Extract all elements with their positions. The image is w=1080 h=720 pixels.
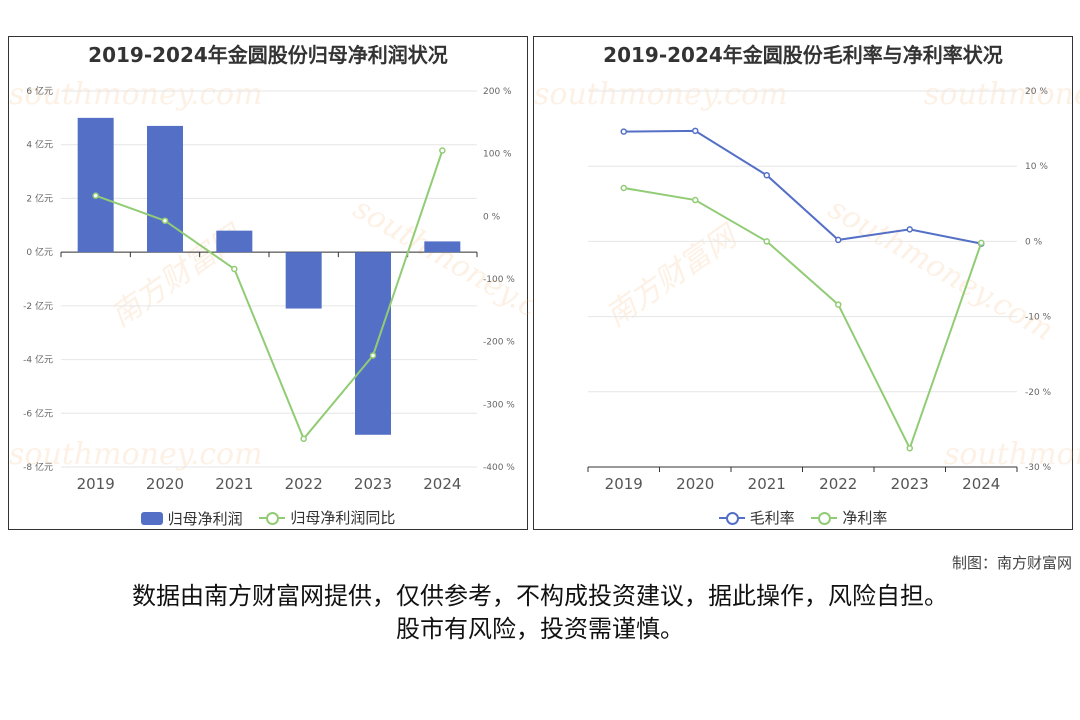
point-yoy-2021 xyxy=(231,265,238,273)
disclaimer-line: 数据由南方财富网提供，仅供参考，不构成投资建议，据此操作，风险自担。 xyxy=(132,582,948,610)
series-line-net-margin xyxy=(623,187,983,451)
disclaimer-line: 股市有风险，投资需谨慎。 xyxy=(396,615,684,643)
y-left-tick-label: -6 亿元 xyxy=(23,407,53,419)
y-right-tick-label: 20 % xyxy=(1025,87,1048,97)
legend-label: 归母净利润 xyxy=(167,509,243,528)
x-tick-label: 2019 xyxy=(77,475,115,493)
legend-label: 归母净利润同比 xyxy=(290,509,396,527)
y-right-tick-label: -400 % xyxy=(483,463,515,473)
bar-2020 xyxy=(147,125,183,253)
point-gross-margin-2023 xyxy=(906,226,913,233)
legend-item-net[interactable]: 净利率 xyxy=(811,507,887,528)
x-tick-label: 2021 xyxy=(748,475,786,493)
legend-swatch xyxy=(140,511,163,525)
disclaimer: 数据由南方财富网提供，仅供参考，不构成投资建议，据此操作，风险自担。 股市有风险… xyxy=(0,580,1080,646)
x-tick-label: 2021 xyxy=(215,475,253,493)
y-left-tick-label: 0 亿元 xyxy=(26,246,53,258)
y-right-tick-label: -100 % xyxy=(483,275,515,285)
y-right-tick-label: -30 % xyxy=(1025,463,1052,473)
legend-label: 净利率 xyxy=(842,509,888,527)
y-right-tick-label: 100 % xyxy=(483,150,512,160)
legend-swatch xyxy=(718,511,745,525)
legend-item-bar[interactable]: 归母净利润 xyxy=(140,508,243,529)
point-net-margin-2020 xyxy=(692,196,699,204)
x-tick-label: 2022 xyxy=(285,475,323,493)
y-right-tick-label: -20 % xyxy=(1025,388,1052,398)
chart-legend: 毛利率 净利率 xyxy=(534,507,1072,529)
point-yoy-2023 xyxy=(369,352,377,359)
point-yoy-2020 xyxy=(161,217,169,224)
point-gross-margin-2019 xyxy=(620,128,627,135)
chart-credit: 制图：南方财富网 xyxy=(951,554,1072,572)
x-tick-label: 2019 xyxy=(605,475,643,493)
x-tick-label: 2023 xyxy=(354,475,392,493)
point-yoy-2024 xyxy=(439,147,446,154)
x-tick-label: 2020 xyxy=(676,475,714,493)
y-right-tick-label: 10 % xyxy=(1025,162,1048,172)
legend-label: 毛利率 xyxy=(749,509,795,527)
point-gross-margin-2022 xyxy=(835,236,842,244)
chart-legend: 归母净利润 归母净利润同比 xyxy=(9,507,527,529)
y-left-tick-label: -4 亿元 xyxy=(23,354,53,366)
y-left-tick-label: -2 亿元 xyxy=(23,300,53,312)
x-tick-label: 2022 xyxy=(819,475,857,493)
point-net-margin-2023 xyxy=(906,444,913,452)
y-right-tick-label: 0 % xyxy=(483,212,501,222)
x-tick-label: 2020 xyxy=(146,475,184,493)
y-right-tick-label: -10 % xyxy=(1025,313,1052,323)
x-tick-label: 2024 xyxy=(962,475,1000,493)
series-line-gross-margin xyxy=(623,129,982,245)
chart-title: 2019-2024年金圆股份毛利率与净利率状况 xyxy=(603,43,1003,67)
legend-item-line[interactable]: 归母净利润同比 xyxy=(259,507,395,528)
bar-2024 xyxy=(424,241,461,253)
x-tick-label: 2024 xyxy=(423,475,461,493)
y-right-tick-label: 0 % xyxy=(1025,237,1043,247)
x-tick-label: 2023 xyxy=(891,475,929,493)
bar-2022 xyxy=(285,252,322,309)
chart-net-profit: 6 亿元 4 亿元 2 亿元 0 亿元 -2 亿元 -4 亿元 -6 亿元 -8 亿元 200 … xyxy=(23,85,515,493)
point-net-margin-2019 xyxy=(620,184,627,192)
legend-swatch xyxy=(811,511,838,525)
bar-2021 xyxy=(216,230,253,253)
y-right-tick-label: -200 % xyxy=(483,338,515,348)
series-line-yoy xyxy=(95,150,444,441)
y-left-tick-label: 2 亿元 xyxy=(26,192,53,204)
y-right-tick-label: 200 % xyxy=(483,87,512,97)
point-yoy-2022 xyxy=(300,435,307,443)
point-net-margin-2024 xyxy=(978,239,985,247)
point-yoy-2019 xyxy=(92,192,99,199)
point-net-margin-2021 xyxy=(763,238,770,245)
y-right-tick-label: -300 % xyxy=(483,400,515,410)
point-gross-margin-2020 xyxy=(692,127,699,135)
y-left-tick-label: 4 亿元 xyxy=(26,139,53,151)
chart-panel-margins: southmoney.com southmoney.com southmoney… xyxy=(533,36,1080,530)
bar-2019 xyxy=(77,117,114,253)
bar-2023 xyxy=(355,252,391,435)
y-left-tick-label: 6 亿元 xyxy=(26,85,53,97)
y-left-tick-label: -8 亿元 xyxy=(23,461,53,473)
chart-margins: 20 % 10 % 0 % -10 % -20 % -30 % 2019 2020 2021 20… xyxy=(587,87,1052,493)
chart-title: 2019-2024年金圆股份归母净利润状况 xyxy=(88,43,448,67)
chart-panel-net-profit: southmoney.com southmoney.com 南方财富网 sout… xyxy=(8,36,584,530)
legend-item-gross[interactable]: 毛利率 xyxy=(718,507,795,528)
legend-swatch xyxy=(259,511,286,525)
point-gross-margin-2021 xyxy=(763,171,770,179)
point-net-margin-2022 xyxy=(835,301,842,308)
